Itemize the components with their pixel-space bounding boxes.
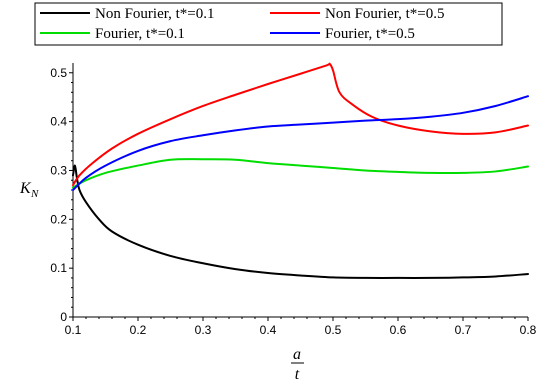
axis-labels: K N a t bbox=[19, 180, 304, 383]
legend: Non Fourier, t*=0.1 Non Fourier, t*=0.5 Fo… bbox=[34, 2, 503, 46]
x-axis-label-denominator: t bbox=[295, 366, 300, 383]
x-tick-label: 0.4 bbox=[260, 323, 277, 337]
x-tick-label: 0.6 bbox=[390, 323, 407, 337]
legend-label-non-fourier-t-0-5: Non Fourier, t*=0.5 bbox=[325, 6, 445, 22]
ticks: 00.10.20.30.40.50.1 0.2 0.3 0.4 0.5 0.6 0.7 0.8 bbox=[50, 66, 536, 337]
y-tick-label: 0.5 bbox=[50, 66, 67, 80]
y-axis-label-subscript: N bbox=[30, 188, 39, 200]
legend-box bbox=[34, 2, 503, 46]
y-tick-label: 0.4 bbox=[50, 115, 67, 129]
y-axis-label: K bbox=[19, 180, 32, 197]
legend-label-non-fourier-t-0-1: Non Fourier, t*=0.1 bbox=[95, 6, 215, 22]
axes bbox=[72, 63, 528, 318]
x-tick-label: 0.3 bbox=[195, 323, 212, 337]
x-tick-label: 0.7 bbox=[455, 323, 472, 337]
x-tick-label: 0.8 bbox=[520, 323, 537, 337]
x-tick-label: 0.1 bbox=[65, 323, 82, 337]
x-axis-label-numerator: a bbox=[293, 346, 301, 363]
y-tick-label: 0 bbox=[60, 310, 67, 324]
y-tick-label: 0.3 bbox=[50, 163, 67, 177]
series-line-non-fourier-t-0-1 bbox=[72, 164, 529, 279]
x-tick-label: 0.5 bbox=[325, 323, 342, 337]
series-group bbox=[72, 62, 529, 279]
series-line-non-fourier-t-0-5 bbox=[72, 62, 529, 187]
legend-label-fourier-t-0-5: Fourier, t*=0.5 bbox=[325, 26, 415, 42]
legend-label-fourier-t-0-1: Fourier, t*=0.1 bbox=[95, 26, 185, 42]
series-line-fourier-t-0-5 bbox=[72, 95, 529, 191]
y-tick-label: 0.1 bbox=[50, 261, 67, 275]
y-tick-label: 0.2 bbox=[50, 212, 67, 226]
series-line-fourier-t-0-1 bbox=[72, 158, 529, 189]
x-tick-label: 0.2 bbox=[130, 323, 147, 337]
